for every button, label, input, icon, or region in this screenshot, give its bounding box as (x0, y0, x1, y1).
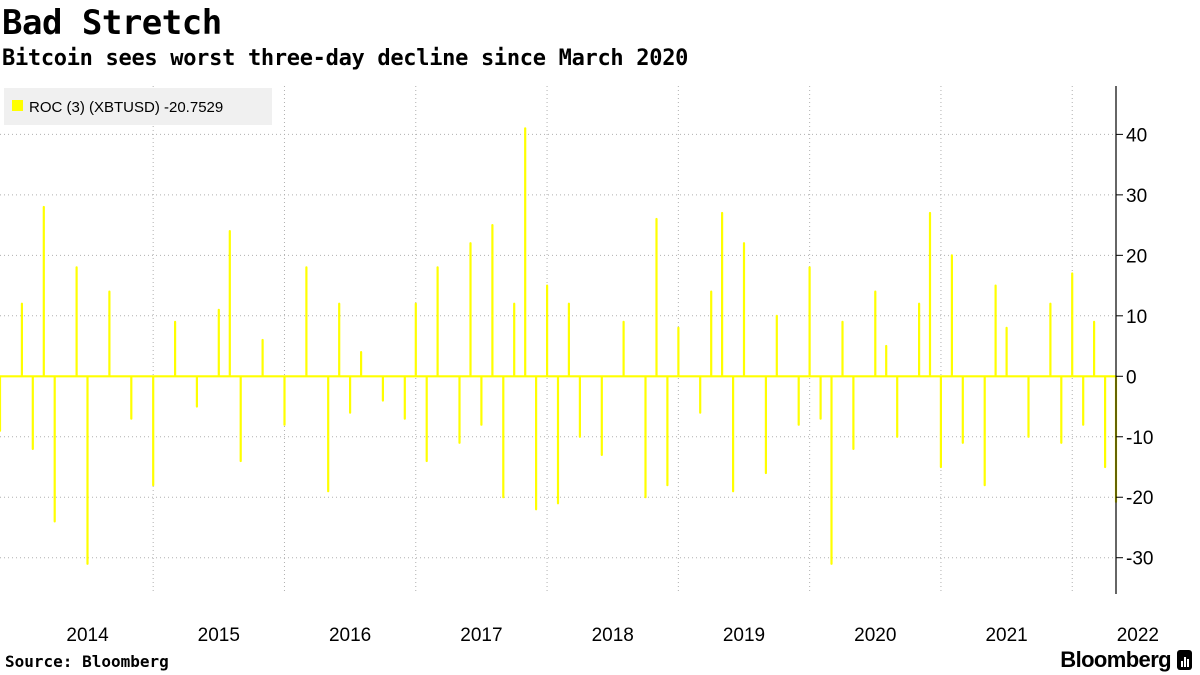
x-tick-label: 2022 (1117, 625, 1159, 646)
y-tick-label: -10 (1126, 428, 1153, 449)
bloomberg-wordmark: Bloomberg (1060, 647, 1171, 672)
y-tick-label: 40 (1126, 125, 1147, 146)
y-tick-label: 30 (1126, 186, 1147, 207)
series-lines (0, 127, 1118, 565)
grid-lines (0, 86, 1116, 594)
x-tick-label: 2021 (985, 625, 1027, 646)
bloomberg-logo: Bloomberg (1060, 647, 1192, 673)
x-axis-labels: 2014 2015 2016 2017 2018 2019 2020 2021 2022 (66, 625, 1159, 646)
x-tick-label: 2016 (329, 625, 371, 646)
legend-box (4, 88, 272, 125)
x-tick-label: 2014 (66, 625, 109, 646)
y-tick-label: 20 (1126, 246, 1147, 267)
x-tick-label: 2019 (723, 625, 765, 646)
y-tick-label: 10 (1126, 307, 1147, 328)
x-tick-label: 2017 (460, 625, 502, 646)
x-tick-label: 2020 (854, 625, 896, 646)
source-note: Source: Bloomberg (5, 652, 169, 671)
chart-subtitle: Bitcoin sees worst three-day decline sin… (2, 46, 689, 71)
y-axis: 40 30 20 10 0 -10 -20 -30 (1115, 86, 1153, 594)
legend-label: ROC (3) (XBTUSD) -20.7529 (29, 99, 223, 116)
x-tick-label: 2015 (198, 625, 240, 646)
legend: ROC (3) (XBTUSD) -20.7529 (4, 88, 272, 125)
y-tick-label: -20 (1126, 488, 1153, 509)
terminal-icon (1177, 650, 1192, 670)
legend-swatch (12, 100, 23, 111)
y-tick-label: -30 (1126, 549, 1153, 570)
x-tick-label: 2018 (592, 625, 634, 646)
y-tick-label: 0 (1126, 367, 1137, 388)
series-line (0, 127, 1118, 565)
chart-title: Bad Stretch (2, 3, 222, 43)
